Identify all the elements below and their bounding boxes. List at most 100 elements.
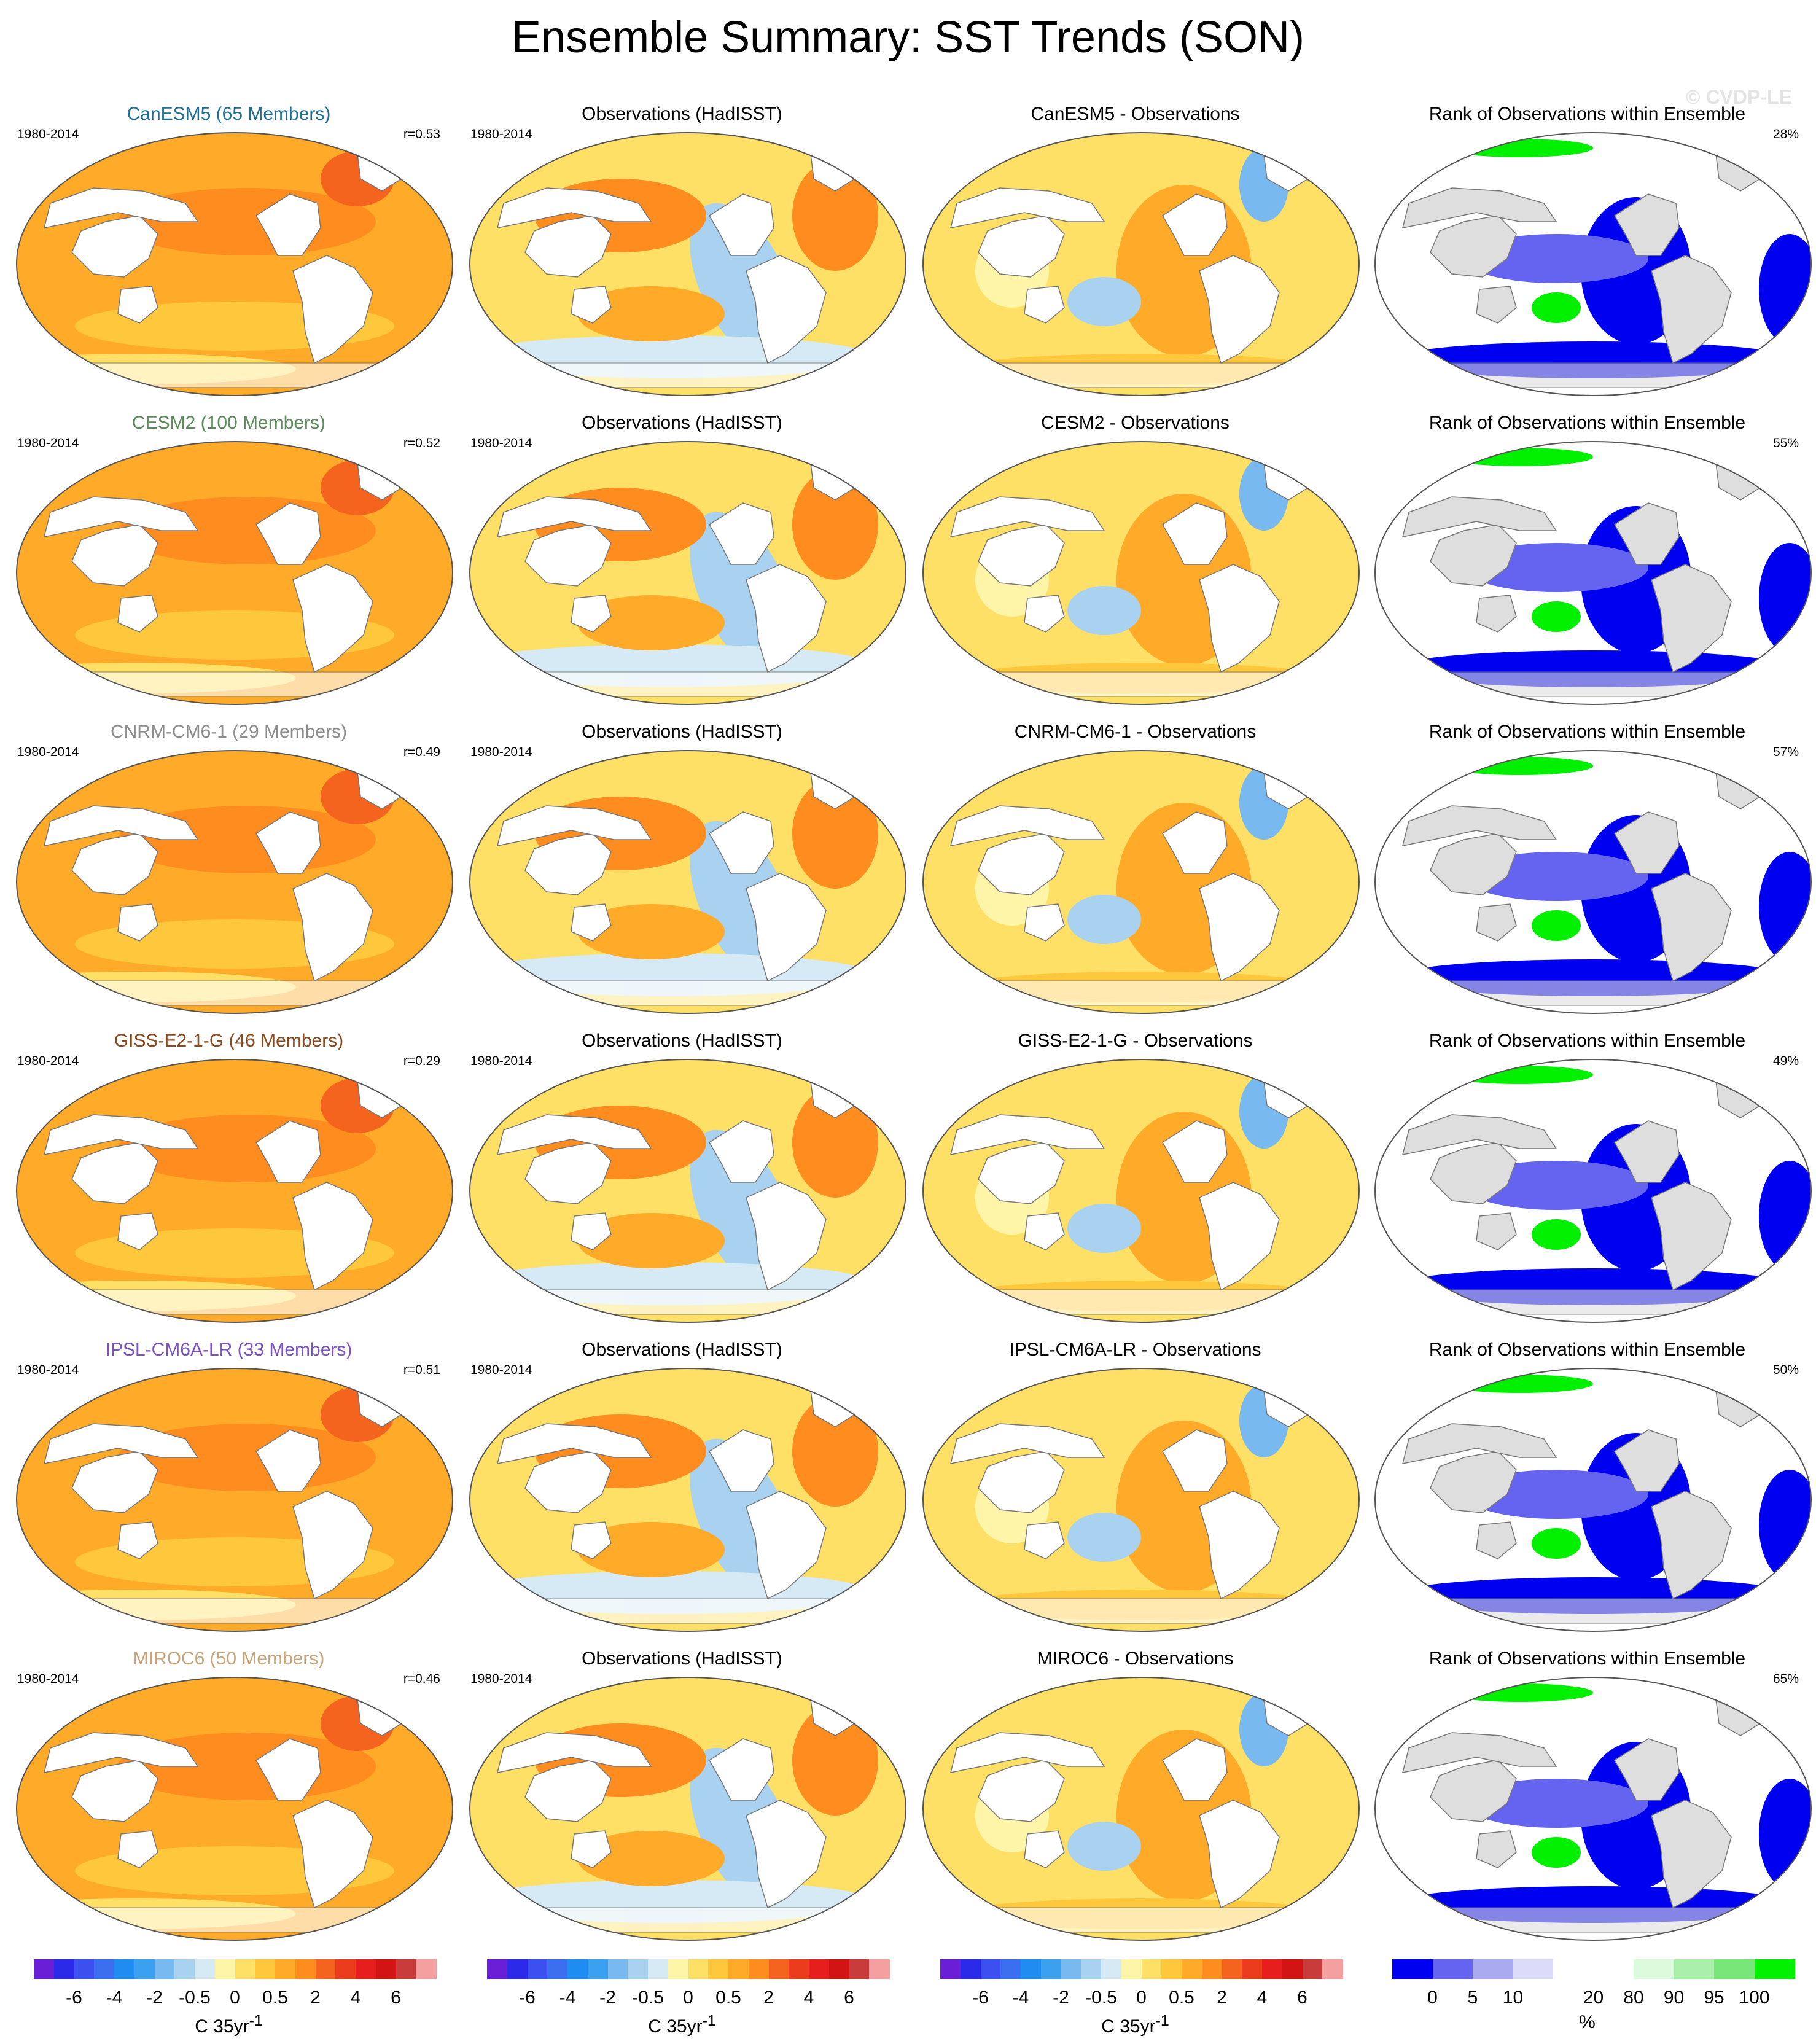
colorbar-box xyxy=(607,1959,628,1979)
period-label: 1980-2014 xyxy=(17,127,79,141)
colorbar-tick-label: 80 xyxy=(1623,1987,1644,2008)
colorbar-box xyxy=(74,1959,95,1979)
colorbar-box xyxy=(849,1959,870,1979)
colorbar-tick-label: 90 xyxy=(1663,1987,1685,2008)
obs-trend-map xyxy=(467,1674,909,1943)
rank-panel-title: Rank of Observations within Ensemble xyxy=(1428,104,1746,124)
colorbar-box xyxy=(728,1959,749,1979)
colorbar-box xyxy=(668,1959,688,1979)
rank-map-svg xyxy=(1374,1368,1812,1632)
colorbar-box xyxy=(134,1959,155,1979)
rank-map-svg xyxy=(1374,132,1812,396)
obs-trend-panel: Observations (HadISST) 1980-2014 xyxy=(459,713,906,1020)
colorbar-box xyxy=(1161,1959,1182,1979)
period-label: 1980-2014 xyxy=(470,745,532,759)
rank-percent: 55% xyxy=(1772,436,1799,450)
diff-trend-map xyxy=(920,130,1362,399)
panel-row: CNRM-CM6-1 (29 Members) 1980-2014 r=0.49… xyxy=(0,713,1816,1020)
colorbar-tick-label: 0 xyxy=(1136,1987,1147,2008)
colorbar-unit: C 35yr-1 xyxy=(648,2012,716,2037)
model-trend-map xyxy=(14,1056,456,1325)
colorbar-box xyxy=(154,1959,175,1979)
colorbar-tick-label: 0.5 xyxy=(262,1987,288,2008)
colorbar-box xyxy=(828,1959,849,1979)
obs-trend-map xyxy=(467,1056,909,1325)
diff-trend-panel: MIROC6 - Observations xyxy=(913,1640,1360,1947)
colorbar-box xyxy=(275,1959,296,1979)
diff-trend-panel: CESM2 - Observations xyxy=(913,404,1360,711)
colorbar-box xyxy=(960,1959,981,1979)
rank-percent: 50% xyxy=(1772,1363,1799,1377)
model-trend-map xyxy=(14,1365,456,1634)
colorbar-box xyxy=(1322,1959,1343,1979)
period-label: 1980-2014 xyxy=(17,1363,79,1377)
rank-percent: 57% xyxy=(1772,745,1799,759)
colorbar-box xyxy=(547,1959,568,1979)
model-trend-map-svg xyxy=(16,1368,453,1632)
colorbar-box xyxy=(688,1959,709,1979)
colorbar-boxes xyxy=(34,1959,437,1979)
period-label: 1980-2014 xyxy=(470,127,532,141)
rank-map-svg xyxy=(1374,1059,1812,1323)
colorbar-boxes xyxy=(940,1959,1343,1979)
colorbar-box xyxy=(1513,1959,1554,1979)
colorbar-box xyxy=(648,1959,669,1979)
rank-panel-title: Rank of Observations within Ensemble xyxy=(1428,1031,1746,1051)
diff-panel-title: CESM2 - Observations xyxy=(1041,413,1230,433)
colorbar-unit: C 35yr-1 xyxy=(195,2012,263,2037)
rank-map xyxy=(1372,439,1814,708)
colorbar-box xyxy=(1473,1959,1513,1979)
diff-trend-map xyxy=(920,1674,1362,1943)
period-label: 1980-2014 xyxy=(17,745,79,759)
diff-panel-title: CanESM5 - Observations xyxy=(1031,104,1240,124)
colorbar-tick-label: 2 xyxy=(310,1987,321,2008)
colorbar-tick-label: -4 xyxy=(106,1987,123,2008)
colorbar-box xyxy=(1201,1959,1222,1979)
colorbar-tick-label: 0.5 xyxy=(715,1987,741,2008)
pattern-correlation: r=0.49 xyxy=(403,745,440,759)
pattern-correlation: r=0.29 xyxy=(403,1054,440,1068)
diff-panel-title: GISS-E2-1-G - Observations xyxy=(1018,1031,1253,1051)
colorbar-tick-label: 20 xyxy=(1583,1987,1604,2008)
obs-trend-map xyxy=(467,747,909,1016)
model-trend-map-svg xyxy=(16,1059,453,1323)
diff-panel-title: CNRM-CM6-1 - Observations xyxy=(1014,722,1257,742)
colorbar-box xyxy=(114,1959,135,1979)
rank-panel-title: Rank of Observations within Ensemble xyxy=(1428,413,1746,433)
colorbar-boxes xyxy=(487,1959,890,1979)
model-trend-map xyxy=(14,747,456,1016)
colorbar-tick-label: -0.5 xyxy=(179,1987,211,2008)
colorbar-box xyxy=(1302,1959,1323,1979)
colorbar-box xyxy=(295,1959,316,1979)
colorbar-box xyxy=(1021,1959,1042,1979)
model-trend-colorbar: -6 -4 -2 -0.5 0 0.5 2 4 6 C 35yr-1 xyxy=(6,1947,451,2044)
colorbar-box xyxy=(1593,1959,1634,1979)
model-trend-panel: CESM2 (100 Members) 1980-2014 r=0.52 xyxy=(6,404,453,711)
rank-panel-title: Rank of Observations within Ensemble xyxy=(1428,1648,1746,1669)
colorbar-tick-label: -4 xyxy=(1012,1987,1029,2008)
rank-map xyxy=(1372,1365,1814,1634)
rank-map-svg xyxy=(1374,441,1812,705)
rank-panel: Rank of Observations within Ensemble 28% xyxy=(1365,95,1812,402)
colorbar-box xyxy=(416,1959,437,1979)
colorbar-tick-label: 2 xyxy=(1217,1987,1227,2008)
diff-trend-panel: CanESM5 - Observations xyxy=(913,95,1360,402)
rank-map xyxy=(1372,1674,1814,1943)
diff-trend-map-svg xyxy=(922,1677,1360,1941)
diff-trend-map xyxy=(920,1365,1362,1634)
rank-panel: Rank of Observations within Ensemble 49% xyxy=(1365,1022,1812,1329)
colorbar-box xyxy=(214,1959,235,1979)
panel-row: IPSL-CM6A-LR (33 Members) 1980-2014 r=0.… xyxy=(0,1331,1816,1638)
colorbar-tick-label: -0.5 xyxy=(632,1987,664,2008)
pattern-correlation: r=0.51 xyxy=(403,1363,440,1377)
model-trend-panel: MIROC6 (50 Members) 1980-2014 r=0.46 xyxy=(6,1640,453,1947)
diff-trend-colorbar: -6 -4 -2 -0.5 0 0.5 2 4 6 C 35yr-1 xyxy=(913,1947,1358,2044)
period-label: 1980-2014 xyxy=(470,1672,532,1686)
model-trend-map xyxy=(14,130,456,399)
colorbar-box xyxy=(174,1959,195,1979)
model-trend-panel: IPSL-CM6A-LR (33 Members) 1980-2014 r=0.… xyxy=(6,1331,453,1638)
colorbar-box xyxy=(748,1959,769,1979)
rank-panel-title: Rank of Observations within Ensemble xyxy=(1428,1340,1746,1360)
period-label: 1980-2014 xyxy=(470,1363,532,1377)
model-trend-map-svg xyxy=(16,1677,453,1941)
